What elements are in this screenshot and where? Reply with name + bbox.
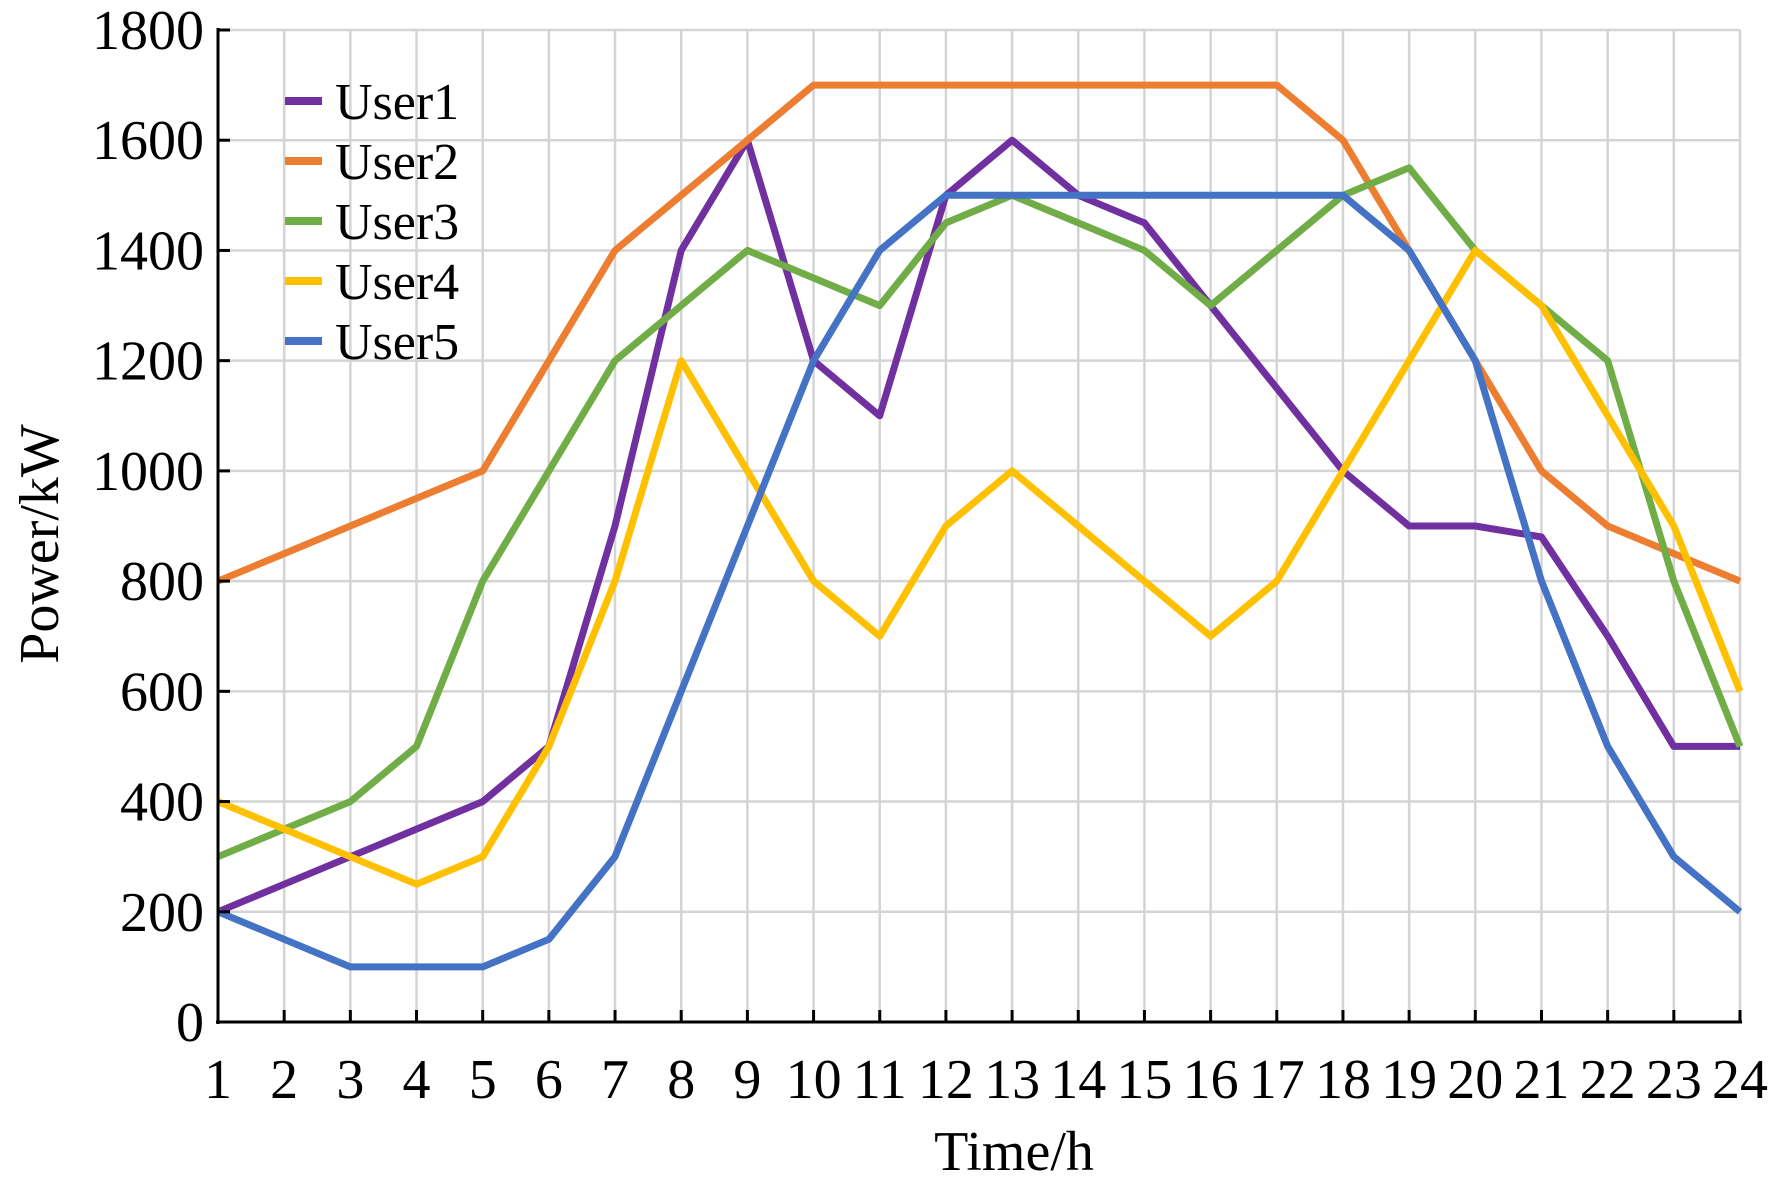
y-tick-label: 400 [120, 772, 204, 834]
legend-label-user4: User4 [335, 254, 459, 311]
axes [216, 28, 1742, 1024]
x-axis-title: Time/h [934, 1121, 1094, 1183]
x-tick-labels: 1 2 3 4 5 6 7 8 9 10 11 12 13 14 15 16 17 18 19 20 21 22 23 24 [204, 1049, 1768, 1111]
x-tick-label: 13 [984, 1049, 1040, 1111]
x-tick-label: 20 [1447, 1049, 1503, 1111]
x-tick-label: 10 [786, 1049, 842, 1111]
x-tick-label: 18 [1315, 1049, 1371, 1111]
x-tick-label: 19 [1381, 1049, 1437, 1111]
x-tick-label: 2 [270, 1049, 298, 1111]
x-tick-label: 3 [336, 1049, 364, 1111]
series-lines [216, 81, 1744, 971]
x-tick-label: 1 [204, 1049, 232, 1111]
y-tick-label: 800 [120, 551, 204, 613]
y-tick-labels: 0 200 400 600 800 1000 1200 1400 1600 1800 [92, 0, 204, 1054]
y-axis-title: Power/kW [9, 424, 71, 664]
x-tick-label: 12 [918, 1049, 974, 1111]
series-line-user1 [216, 136, 1740, 916]
legend-label-user1: User1 [335, 74, 459, 131]
x-tick-label: 6 [535, 1049, 563, 1111]
x-tick-label: 16 [1183, 1049, 1239, 1111]
x-tick-label: 17 [1249, 1049, 1305, 1111]
series-line-user4 [216, 246, 1744, 888]
series-line-user2 [216, 81, 1742, 585]
x-tick-label: 11 [853, 1049, 907, 1111]
y-tick-label: 1800 [92, 0, 204, 62]
y-tick-label: 200 [120, 882, 204, 944]
x-tick-label: 15 [1116, 1049, 1172, 1111]
y-tick-label: 0 [176, 992, 204, 1054]
x-tick-label: 14 [1050, 1049, 1106, 1111]
x-tick-label: 4 [403, 1049, 431, 1111]
x-tick-label: 8 [667, 1049, 695, 1111]
x-tick-label: 9 [733, 1049, 761, 1111]
x-tick-label: 7 [601, 1049, 629, 1111]
y-tick-label: 1200 [92, 331, 204, 393]
legend-label-user5: User5 [335, 314, 459, 371]
y-tick-label: 1000 [92, 441, 204, 503]
x-tick-label: 23 [1646, 1049, 1702, 1111]
x-tick-label: 22 [1580, 1049, 1636, 1111]
x-tick-label: 24 [1712, 1049, 1768, 1111]
legend-label-user2: User2 [335, 134, 459, 191]
legend-label-user3: User3 [335, 194, 459, 251]
x-tick-label: 21 [1513, 1049, 1569, 1111]
y-tick-label: 1400 [92, 220, 204, 282]
y-tick-label: 1600 [92, 110, 204, 172]
y-tick-label: 600 [120, 661, 204, 723]
x-tick-label: 5 [469, 1049, 497, 1111]
series-line-user5 [216, 191, 1743, 971]
